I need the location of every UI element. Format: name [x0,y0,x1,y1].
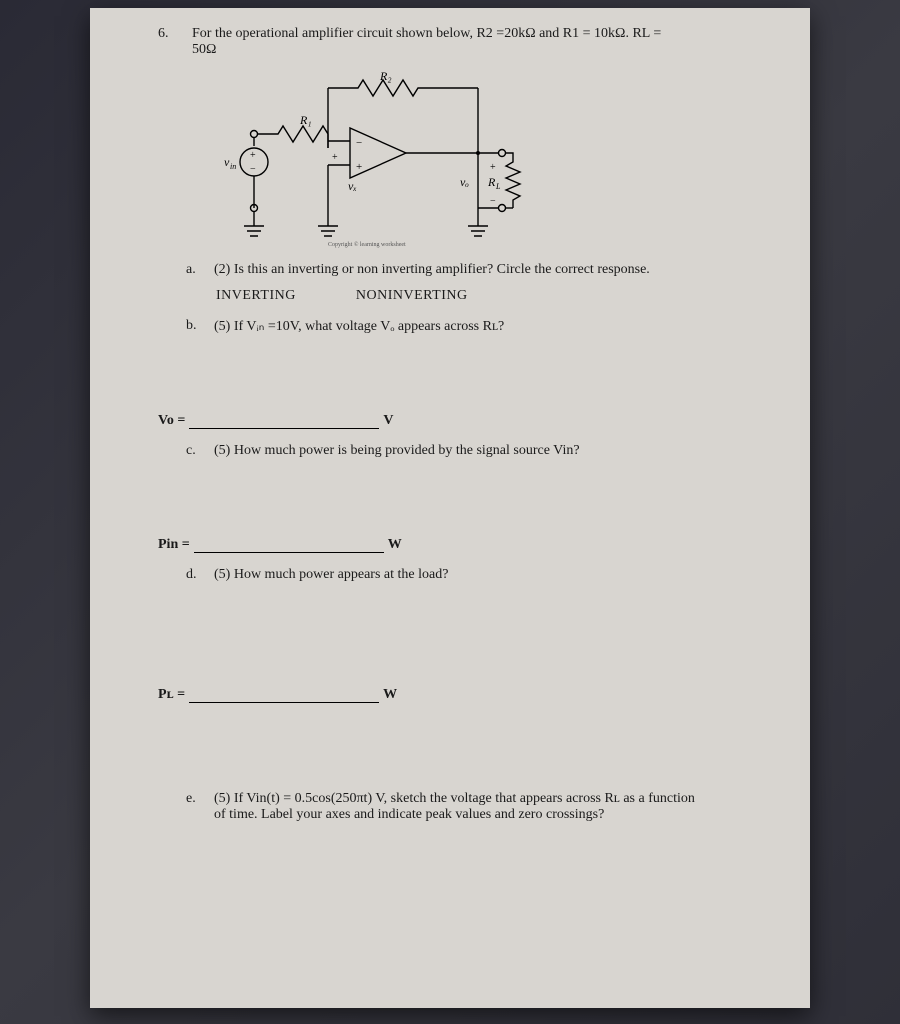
answer-pl: Pʟ = W [158,687,770,703]
part-a-points: (2) [214,262,230,277]
part-c-text: (5) How much power is being provided by … [214,443,580,459]
question-line1: For the operational amplifier circuit sh… [192,26,661,41]
svg-text:+: + [356,161,362,173]
choice-noninverting: NONINVERTING [356,288,468,303]
pin-unit: W [388,537,402,553]
choice-inverting: INVERTING [216,288,296,303]
answer-pin: Pin = W [158,537,770,553]
svg-text:R₁: R₁ [299,113,312,127]
part-c: c. (5) How much power is being provided … [186,443,770,459]
svg-text:+: + [490,162,496,173]
part-e-points: (5) [214,791,230,806]
svg-text:+: + [332,152,338,163]
vo-label: Vo = [158,413,185,429]
svg-text:+: + [250,150,256,161]
svg-text:Copyright © learning worksheet: Copyright © learning worksheet [328,241,406,248]
question-text: For the operational amplifier circuit sh… [192,26,661,58]
worksheet-page: 6. For the operational amplifier circuit… [90,8,810,1008]
part-e-line2: of time. Label your axes and indicate pe… [214,807,604,822]
part-e-line1: If Vin(t) = 0.5cos(250πt) V, sketch the … [234,791,695,806]
svg-text:−: − [250,164,256,175]
part-d-letter: d. [186,567,204,583]
svg-text:in: in [230,162,236,171]
svg-text:R₂: R₂ [379,69,392,83]
part-a-choices: INVERTING NONINVERTING [216,288,770,304]
svg-text:L: L [495,182,501,191]
pl-unit: W [383,687,397,703]
part-b-letter: b. [186,318,204,335]
svg-text:−: − [356,137,362,149]
vo-unit: V [383,413,393,429]
part-b: b. (5) If Vᵢₙ =10V, what voltage Vₒ appe… [186,318,770,335]
part-e-text: (5) If Vin(t) = 0.5cos(250πt) V, sketch … [214,791,695,823]
part-a-letter: a. [186,262,204,278]
vo-blank [189,415,379,429]
part-d: d. (5) How much power appears at the loa… [186,567,770,583]
part-b-points: (5) [214,319,230,334]
circuit-diagram: R₂ R₁ + − v in [178,68,770,248]
pl-blank [189,689,379,703]
part-e-letter: e. [186,791,204,823]
part-c-letter: c. [186,443,204,459]
part-d-question: How much power appears at the load? [234,567,449,582]
svg-text:R: R [487,175,496,189]
part-b-text: (5) If Vᵢₙ =10V, what voltage Vₒ appears… [214,318,504,335]
part-e: e. (5) If Vin(t) = 0.5cos(250πt) V, sket… [186,791,770,823]
part-a-text: (2) Is this an inverting or non invertin… [214,262,650,278]
part-a-question: Is this an inverting or non inverting am… [234,262,650,277]
part-a: a. (2) Is this an inverting or non inver… [186,262,770,278]
pin-blank [194,539,384,553]
part-d-points: (5) [214,567,230,582]
question-number: 6. [158,26,180,58]
question-line2: 50Ω [192,42,216,57]
part-b-question: If Vᵢₙ =10V, what voltage Vₒ appears acr… [234,319,504,334]
svg-text:vₒ: vₒ [460,175,469,189]
part-c-points: (5) [214,443,230,458]
svg-text:−: − [490,196,496,207]
question-header: 6. For the operational amplifier circuit… [158,26,770,58]
part-d-text: (5) How much power appears at the load? [214,567,448,583]
answer-vo: Vo = V [158,413,770,429]
pl-label: Pʟ = [158,687,185,703]
pin-label: Pin = [158,537,190,553]
part-c-question: How much power is being provided by the … [234,443,580,458]
svg-text:vₓ: vₓ [348,179,357,193]
